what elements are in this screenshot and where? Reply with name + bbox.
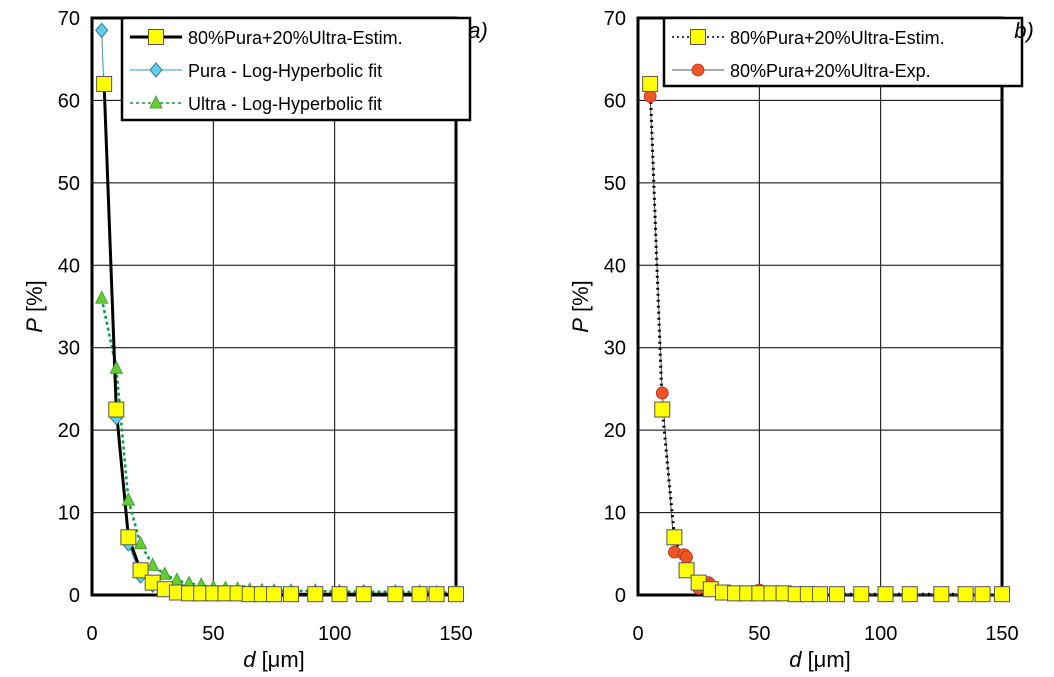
legend-marker [149,62,163,78]
x-axis-unit: [μm] [801,647,850,672]
y-tick-label: 30 [604,338,626,360]
series-line-3 [100,298,456,594]
data-point-s2 [655,386,669,400]
y-tick-label: 40 [58,255,80,277]
x-axis-var: d [243,647,256,672]
y-tick-label: 0 [615,585,626,607]
data-point-s1 [282,586,299,603]
y-tick-label: 70 [58,8,80,30]
y-axis-label: P [%] [568,280,593,333]
x-axis-label: d [μm] [243,647,305,672]
y-tick-label: 10 [58,503,80,525]
legend-box [662,16,1024,88]
data-point-s1 [642,75,659,92]
x-axis-unit: [μm] [255,647,304,672]
legend-label: 80%Pura+20%Ultra-Exp. [730,61,931,81]
legend-label: 80%Pura+20%Ultra-Estim. [730,28,945,48]
data-point-s1 [120,529,137,546]
y-tick-label: 60 [58,90,80,112]
chart-panel-1: 0 10 20 30 40 50 60 70 0 50 100 150 d [μm] P [%] 80%Pu… [22,8,488,672]
data-point-s2 [680,550,693,564]
x-tick-label: 50 [748,623,770,645]
y-tick-label: 40 [604,255,626,277]
y-tick-label: 20 [58,420,80,442]
y-tick-label: 60 [604,90,626,112]
data-point-s1 [355,586,372,603]
data-point-s3 [158,566,172,580]
legend-label: Ultra - Log-Hyperbolic fit [188,94,382,114]
data-point-s1 [974,586,991,603]
data-point-s1 [877,586,894,603]
x-tick-label: 50 [202,623,224,645]
data-point-s1 [666,529,683,546]
legend-marker [691,63,705,77]
data-point-s1 [812,586,828,603]
chart-panel-2: 0 10 20 30 40 50 60 70 0 50 100 150 d [μm] P [%] 80%Pu… [568,8,1034,672]
data-point-s1 [828,586,845,603]
legend-marker [690,29,706,45]
data-point-s2 [95,22,109,39]
data-point-s1 [428,586,445,603]
panel-label: a) [468,18,488,43]
data-point-s1 [132,562,149,579]
data-point-s1 [853,586,870,603]
y-tick-label: 70 [604,8,626,30]
x-tick-label: 150 [985,623,1018,645]
data-point-s3 [95,290,109,304]
data-point-s1 [678,562,695,579]
x-axis-label: d [μm] [789,647,851,672]
y-axis-var: P [568,318,593,333]
data-point-s3 [146,557,160,571]
data-point-s1 [387,586,404,603]
data-point-s1 [933,586,950,603]
y-axis-unit: [%] [568,280,593,318]
x-tick-label: 0 [86,623,97,645]
data-point-s1 [307,586,324,603]
y-tick-label: 0 [69,585,80,607]
y-tick-label: 20 [604,420,626,442]
series-line-2 [649,96,1002,596]
y-tick-label: 50 [58,173,80,195]
legend-marker [148,29,164,45]
data-point-s3 [109,360,123,374]
x-tick-label: 100 [318,623,351,645]
data-point-s1 [108,401,125,418]
legend-label: 80%Pura+20%Ultra-Estim. [188,28,403,48]
data-point-s2 [643,89,657,103]
plot-frame [636,16,1004,597]
data-point-s1 [654,401,671,418]
legend-label: Pura - Log-Hyperbolic fit [188,61,382,81]
series-line-1 [648,83,1002,596]
data-point-s1 [957,586,974,603]
y-axis-var: P [22,318,47,333]
data-point-s1 [411,586,428,603]
y-axis-label: P [%] [22,280,47,333]
legend-marker [149,95,163,109]
data-point-s1 [448,586,464,603]
data-point-s1 [96,75,113,92]
y-tick-label: 50 [604,173,626,195]
data-point-s3 [121,492,136,506]
data-point-s1 [901,586,918,603]
y-tick-label: 30 [58,338,80,360]
data-point-s1 [994,586,1010,603]
y-axis-unit: [%] [22,280,47,318]
x-tick-label: 100 [864,623,897,645]
panel-label: b) [1014,18,1034,43]
data-point-s1 [266,586,282,603]
x-tick-label: 0 [632,623,643,645]
series-line-1 [102,83,456,596]
y-tick-label: 10 [604,503,626,525]
x-tick-label: 150 [439,623,472,645]
data-point-s1 [331,586,348,603]
data-point-s3 [133,535,148,550]
x-axis-var: d [789,647,802,672]
